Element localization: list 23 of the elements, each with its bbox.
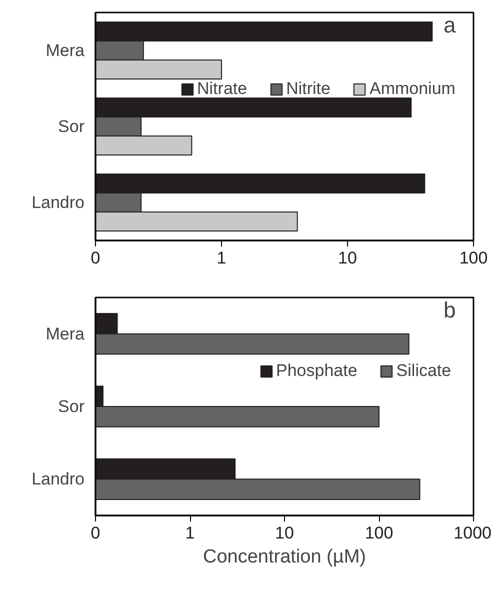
y-tick-label: Mera	[46, 324, 86, 344]
legend-label: Ammonium	[369, 79, 456, 99]
y-tick-label: Sor	[58, 397, 85, 416]
x-tick-label: 0	[90, 248, 100, 268]
legend-label: Silicate	[396, 360, 452, 381]
annotation: b	[444, 298, 456, 322]
legend-label: Phosphate	[276, 360, 358, 381]
x-tick-label: 10	[338, 248, 357, 268]
x-tick-label: 1000	[454, 524, 491, 542]
y-tick-label: Landro	[32, 470, 85, 489]
x-tick-label: 10	[275, 524, 294, 542]
x-tick-label: 100	[364, 524, 394, 542]
y-tick-label: Mera	[46, 41, 86, 60]
x-tick-label: 100	[459, 248, 488, 268]
x-tick-label: 0	[90, 524, 100, 542]
y-tick-label: Landro	[32, 193, 85, 212]
annotation: a	[444, 12, 456, 38]
y-tick-label: Sor	[58, 117, 85, 136]
legend-label: Nitrate	[197, 79, 248, 99]
x-tick-label: 1	[185, 524, 195, 542]
x-tick-label: 1	[216, 248, 226, 268]
x-axis-title: Concentration (µM)	[203, 546, 366, 568]
legend-label: Nitrite	[286, 79, 330, 99]
